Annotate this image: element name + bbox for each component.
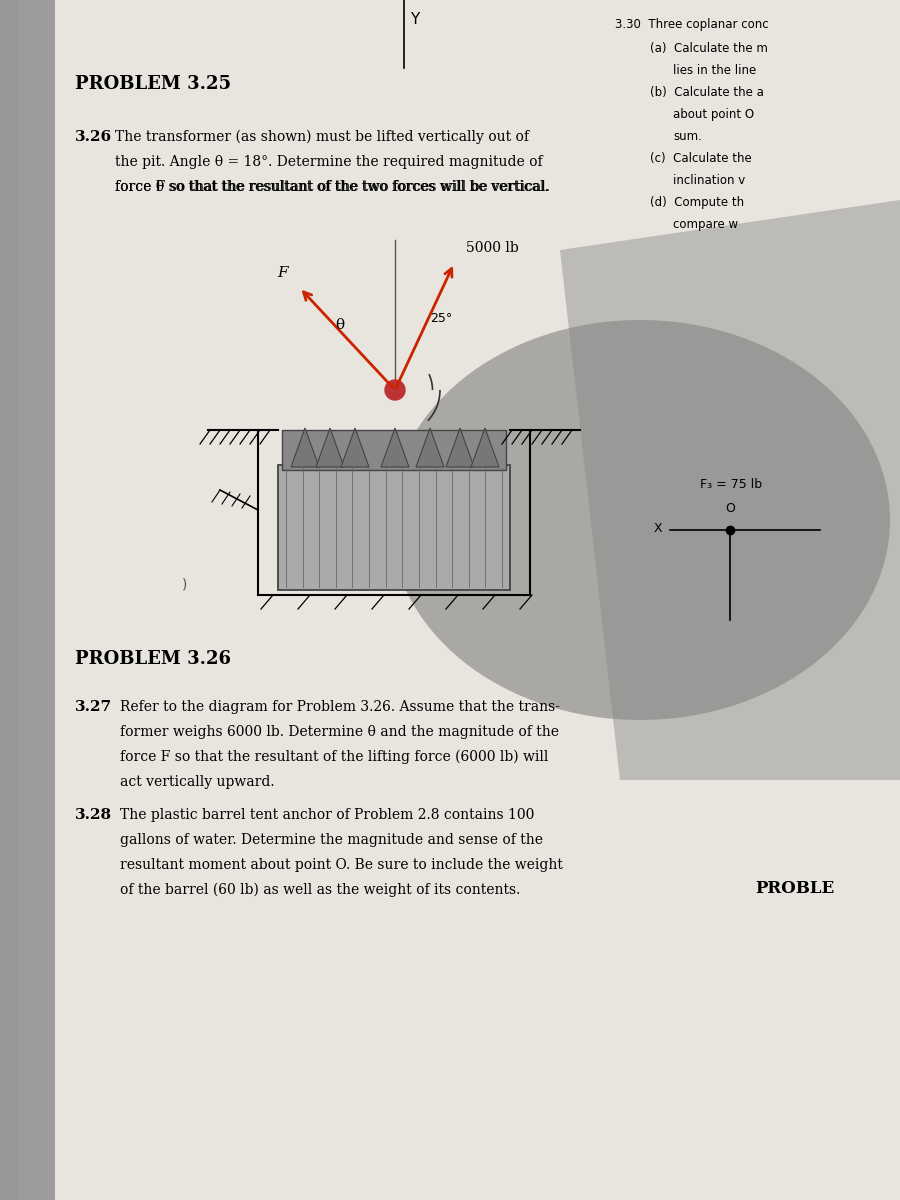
Text: sum.: sum. xyxy=(673,130,702,143)
Text: inclination v: inclination v xyxy=(673,174,745,187)
Text: compare w: compare w xyxy=(673,218,738,230)
Text: 3.27: 3.27 xyxy=(75,700,112,714)
Text: PROBLEM 3.26: PROBLEM 3.26 xyxy=(75,650,231,668)
Text: Y: Y xyxy=(410,12,419,26)
Text: PROBLEM 3.25: PROBLEM 3.25 xyxy=(75,74,231,92)
Polygon shape xyxy=(316,428,344,467)
Text: F₃ = 75 lb: F₃ = 75 lb xyxy=(700,478,762,491)
Text: act vertically upward.: act vertically upward. xyxy=(120,775,274,790)
Text: The transformer (as shown) must be lifted vertically out of: The transformer (as shown) must be lifte… xyxy=(115,130,529,144)
Text: O: O xyxy=(725,502,735,515)
Text: The plastic barrel tent anchor of Problem 2.8 contains 100: The plastic barrel tent anchor of Proble… xyxy=(120,808,535,822)
Circle shape xyxy=(385,380,405,400)
Text: lies in the line: lies in the line xyxy=(673,64,756,77)
Polygon shape xyxy=(446,428,474,467)
Text: PROBLE: PROBLE xyxy=(755,880,834,898)
Polygon shape xyxy=(471,428,499,467)
Polygon shape xyxy=(416,428,444,467)
Text: (a)  Calculate the m: (a) Calculate the m xyxy=(650,42,768,55)
Text: (c)  Calculate the: (c) Calculate the xyxy=(650,152,752,164)
Text: X: X xyxy=(653,522,662,534)
Text: 3.26: 3.26 xyxy=(75,130,112,144)
Text: former weighs 6000 lb. Determine θ and the magnitude of the: former weighs 6000 lb. Determine θ and t… xyxy=(120,725,559,739)
Text: Refer to the diagram for Problem 3.26. Assume that the trans-: Refer to the diagram for Problem 3.26. A… xyxy=(120,700,560,714)
Bar xyxy=(0,0,55,1200)
Text: ): ) xyxy=(183,578,188,592)
Text: 5000 lb: 5000 lb xyxy=(466,241,519,256)
Text: the pit. Angle θ = 18°. Determine the required magnitude of: the pit. Angle θ = 18°. Determine the re… xyxy=(115,155,543,169)
Bar xyxy=(278,464,510,590)
Text: about point O: about point O xyxy=(673,108,754,121)
Polygon shape xyxy=(291,428,319,467)
Polygon shape xyxy=(381,428,409,467)
Text: (b)  Calculate the a: (b) Calculate the a xyxy=(650,86,764,98)
Text: force F so that the resultant of the two forces will be vertical.: force F so that the resultant of the two… xyxy=(115,180,550,194)
Text: force θ so that the resultant of the two forces will be vertical.: force θ so that the resultant of the two… xyxy=(115,180,549,194)
Text: (d)  Compute th: (d) Compute th xyxy=(650,196,744,209)
Text: gallons of water. Determine the magnitude and sense of the: gallons of water. Determine the magnitud… xyxy=(120,833,543,847)
Text: resultant moment about point O. Be sure to include the weight: resultant moment about point O. Be sure … xyxy=(120,858,562,872)
Polygon shape xyxy=(560,200,900,780)
Text: 3.30  Three coplanar conc: 3.30 Three coplanar conc xyxy=(615,18,769,31)
Polygon shape xyxy=(341,428,369,467)
Text: θ: θ xyxy=(336,318,345,332)
Text: of the barrel (60 lb) as well as the weight of its contents.: of the barrel (60 lb) as well as the wei… xyxy=(120,883,520,898)
Text: 3.28: 3.28 xyxy=(75,808,112,822)
Text: 25°: 25° xyxy=(430,312,452,324)
Ellipse shape xyxy=(390,320,890,720)
Text: force F so that the resultant of the lifting force (6000 lb) will: force F so that the resultant of the lif… xyxy=(120,750,548,764)
Bar xyxy=(282,430,506,470)
Text: F: F xyxy=(277,265,287,280)
